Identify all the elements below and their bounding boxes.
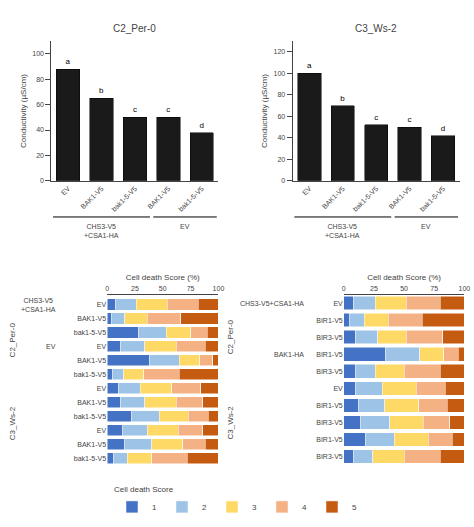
svg-text:BIR3-V5: BIR3-V5 [316,368,343,375]
svg-text:C2_Per-0: C2_Per-0 [113,23,156,34]
svg-text:BIR1-V5: BIR1-V5 [316,436,343,443]
svg-text:bak1-5-V5: bak1-5-V5 [74,455,106,462]
svg-text:CHS3-V5+CSA1-HA: CHS3-V5+CSA1-HA [325,223,360,239]
svg-text:c: c [166,105,170,114]
svg-text:20: 20 [36,152,44,159]
svg-text:EV: EV [46,343,56,350]
svg-text:BIR1-V5: BIR1-V5 [316,351,343,358]
svg-text:100: 100 [274,70,286,77]
svg-text:C3_Ws-2: C3_Ws-2 [355,23,397,34]
svg-text:100: 100 [459,285,471,292]
svg-text:2: 2 [202,503,207,512]
svg-text:CHS3-V5+CSA1-HA: CHS3-V5+CSA1-HA [21,297,56,313]
svg-text:40: 40 [36,126,44,133]
svg-text:CHS3-V5+CSA1-HA: CHS3-V5+CSA1-HA [84,223,119,239]
svg-text:bak1-5-V5: bak1-5-V5 [74,413,106,420]
svg-text:EV: EV [97,301,107,308]
svg-text:d: d [200,121,204,130]
svg-text:60: 60 [36,101,44,108]
svg-text:100: 100 [32,50,44,57]
svg-text:BAK1-V5: BAK1-V5 [77,315,106,322]
svg-text:Cell death Score (%): Cell death Score (%) [126,273,200,282]
svg-text:EV: EV [421,223,431,230]
svg-text:50: 50 [159,285,167,292]
svg-text:4: 4 [302,503,307,512]
svg-text:BIR1-V5: BIR1-V5 [316,402,343,409]
svg-text:C2_Per-0: C2_Per-0 [8,323,17,358]
svg-text:EV: EV [333,300,343,307]
svg-text:BAK1-V5: BAK1-V5 [77,357,106,364]
svg-text:BAK1-V5: BAK1-V5 [79,185,104,210]
svg-text:C2_Per-0: C2_Per-0 [226,319,235,354]
svg-text:BAK1-V5: BAK1-V5 [77,441,106,448]
svg-text:Cell death Score (%): Cell death Score (%) [367,273,441,282]
svg-text:BAK1-V5: BAK1-V5 [77,399,106,406]
svg-text:BAK1-HA: BAK1-HA [274,351,304,358]
svg-text:EV: EV [333,385,343,392]
svg-text:80: 80 [277,91,285,98]
svg-text:bak1-5-V5: bak1-5-V5 [74,329,106,336]
svg-text:75: 75 [430,285,438,292]
svg-text:EV: EV [60,185,72,197]
svg-text:75: 75 [187,285,195,292]
svg-text:a: a [66,57,71,66]
svg-text:50: 50 [400,285,408,292]
svg-text:BIR3-V5: BIR3-V5 [316,419,343,426]
svg-text:EV: EV [301,185,313,197]
svg-text:BIR3-V5: BIR3-V5 [316,453,343,460]
svg-text:bak1-5-V5: bak1-5-V5 [418,185,446,213]
svg-text:40: 40 [277,134,285,141]
svg-text:3: 3 [252,503,257,512]
svg-text:0: 0 [105,285,109,292]
svg-text:0: 0 [342,285,346,292]
svg-text:Conductivity (µS/cm): Conductivity (µS/cm) [19,74,28,148]
svg-text:BAK1-V5: BAK1-V5 [146,185,171,210]
svg-text:c: c [133,105,137,114]
svg-text:0: 0 [40,177,44,184]
svg-text:c: c [374,113,378,122]
svg-text:EV: EV [180,223,190,230]
svg-text:5: 5 [352,503,357,512]
svg-text:BAK1-V5: BAK1-V5 [321,185,346,210]
svg-text:CHS3-V5+CSA1-HA: CHS3-V5+CSA1-HA [240,300,304,307]
svg-text:EV: EV [97,385,107,392]
svg-text:BIR1-V5: BIR1-V5 [316,317,343,324]
svg-text:b: b [99,86,104,95]
svg-text:BAK1-V5: BAK1-V5 [387,185,412,210]
svg-text:80: 80 [36,76,44,83]
svg-text:bak1-5-V5: bak1-5-V5 [110,185,138,213]
svg-text:60: 60 [277,113,285,120]
svg-text:Conductivity (µS/cm): Conductivity (µS/cm) [260,74,269,148]
svg-text:EV: EV [97,343,107,350]
svg-text:b: b [340,94,345,103]
svg-text:20: 20 [277,156,285,163]
svg-text:bak1-5-V5: bak1-5-V5 [352,185,380,213]
svg-text:Cell death Score: Cell death Score [114,485,174,494]
svg-text:100: 100 [213,285,225,292]
svg-text:25: 25 [370,285,378,292]
svg-text:1: 1 [152,503,157,512]
svg-text:BIR3-V5: BIR3-V5 [316,334,343,341]
svg-text:bak1-5-V5: bak1-5-V5 [74,371,106,378]
svg-text:bak1-5-V5: bak1-5-V5 [177,185,205,213]
svg-text:EV: EV [97,427,107,434]
svg-text:a: a [307,61,312,70]
svg-text:0: 0 [281,177,285,184]
svg-text:25: 25 [131,285,139,292]
svg-text:d: d [441,124,445,133]
svg-text:C3_Ws-2: C3_Ws-2 [226,406,235,440]
svg-text:120: 120 [274,48,286,55]
svg-text:C3_Ws-2: C3_Ws-2 [8,406,17,440]
svg-text:c: c [408,115,412,124]
